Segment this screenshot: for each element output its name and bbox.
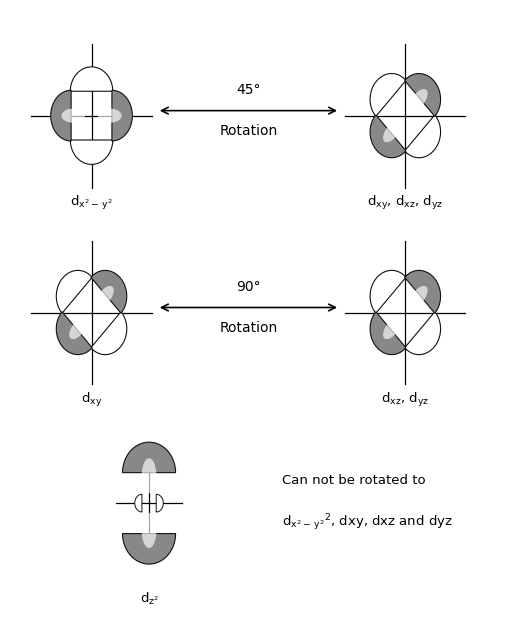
Text: d$_{\rm z^2}$: d$_{\rm z^2}$ bbox=[140, 591, 158, 607]
Polygon shape bbox=[70, 140, 113, 164]
Polygon shape bbox=[69, 317, 88, 339]
Polygon shape bbox=[91, 312, 127, 354]
Polygon shape bbox=[98, 109, 122, 122]
Polygon shape bbox=[51, 90, 71, 141]
Polygon shape bbox=[61, 109, 85, 122]
Text: Can not be rotated to: Can not be rotated to bbox=[282, 474, 426, 488]
Text: 90°: 90° bbox=[236, 280, 261, 294]
Polygon shape bbox=[156, 494, 163, 512]
Text: Rotation: Rotation bbox=[219, 124, 278, 138]
Polygon shape bbox=[95, 286, 114, 308]
Polygon shape bbox=[142, 458, 156, 493]
Text: Rotation: Rotation bbox=[219, 321, 278, 335]
Polygon shape bbox=[142, 513, 156, 548]
Polygon shape bbox=[383, 317, 402, 339]
Polygon shape bbox=[409, 89, 428, 111]
Polygon shape bbox=[405, 271, 440, 313]
Text: d$_{\rm x^2}$$_{\rm -\,y^2}$: d$_{\rm x^2}$$_{\rm -\,y^2}$ bbox=[70, 194, 113, 212]
Polygon shape bbox=[135, 494, 142, 512]
Polygon shape bbox=[91, 271, 127, 313]
Polygon shape bbox=[383, 120, 402, 142]
Polygon shape bbox=[370, 312, 406, 354]
Text: d$_{\rm x^2}$$_{\rm -\,y^2}$$^{\rm 2}$, dxy, dxz and dyz: d$_{\rm x^2}$$_{\rm -\,y^2}$$^{\rm 2}$, … bbox=[282, 512, 453, 533]
Polygon shape bbox=[409, 286, 428, 308]
Polygon shape bbox=[122, 442, 176, 472]
Text: 45°: 45° bbox=[236, 83, 260, 97]
Polygon shape bbox=[122, 534, 176, 564]
Polygon shape bbox=[370, 271, 406, 313]
Polygon shape bbox=[56, 271, 92, 313]
Polygon shape bbox=[370, 115, 406, 158]
Text: d$_{\rm xz}$, d$_{\rm yz}$: d$_{\rm xz}$, d$_{\rm yz}$ bbox=[381, 391, 429, 409]
Polygon shape bbox=[56, 312, 92, 354]
Polygon shape bbox=[112, 90, 132, 141]
Polygon shape bbox=[405, 74, 440, 116]
Polygon shape bbox=[405, 312, 440, 354]
Polygon shape bbox=[70, 67, 113, 91]
Text: d$_{\rm xy}$, d$_{\rm xz}$, d$_{\rm yz}$: d$_{\rm xy}$, d$_{\rm xz}$, d$_{\rm yz}$ bbox=[367, 194, 444, 212]
Polygon shape bbox=[405, 115, 440, 158]
Text: d$_{\rm xy}$: d$_{\rm xy}$ bbox=[81, 391, 102, 409]
Polygon shape bbox=[370, 74, 406, 116]
